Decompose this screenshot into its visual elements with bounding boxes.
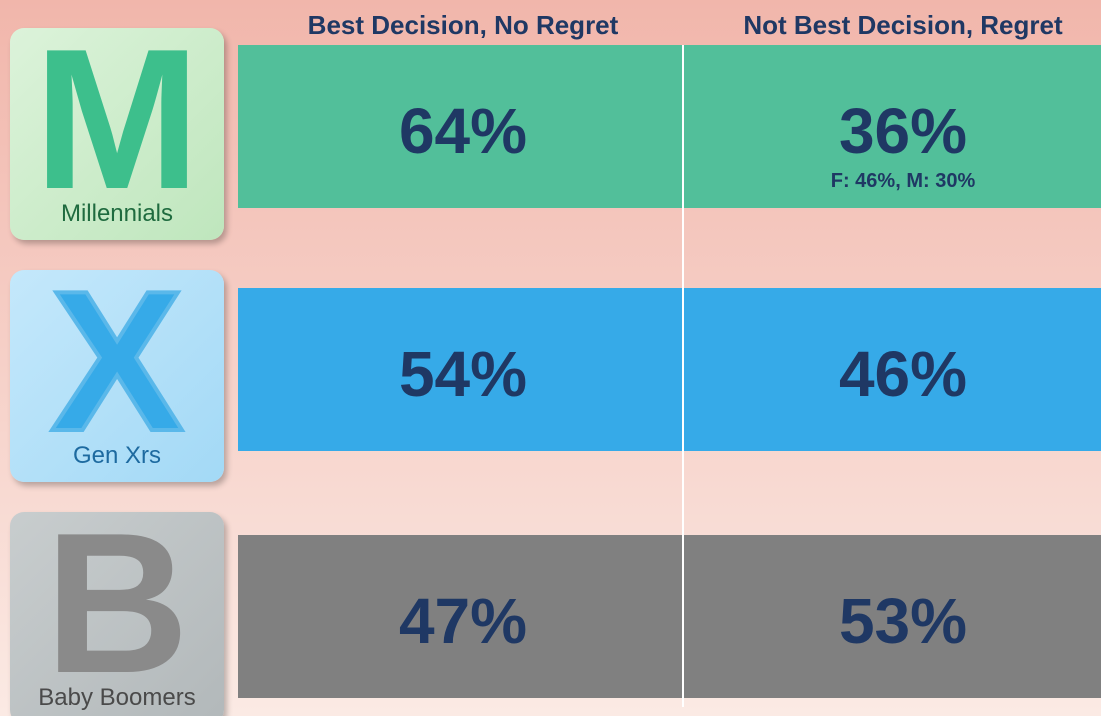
icon-label: Millennials [60,200,174,227]
icon-letter: B [44,512,190,715]
cell-value: 54% [398,338,528,410]
cell-value: 64% [398,95,528,167]
cell-value: 46% [838,338,968,410]
cell-value: 47% [398,585,528,657]
icon-letter: M [33,28,201,231]
generation-icon: B Baby Boomers [10,512,224,716]
cell-note: F: 46%, M: 30% [830,170,976,192]
column-header: Not Best Decision, Regret [743,10,1063,40]
row-band [238,535,1101,698]
generation-icon: M Millennials [10,28,224,240]
icon-label: Baby Boomers [38,684,196,711]
cell-value: 53% [838,585,968,657]
column-header: Best Decision, No Regret [307,10,619,40]
icon-label: Gen Xrs [72,442,162,469]
divider [682,45,684,707]
icon-letter: X [48,270,185,473]
cell-value: 36% [838,95,968,167]
row-band [238,288,1101,451]
generation-icon: X Gen Xrs [10,270,224,482]
row-band [238,45,1101,208]
